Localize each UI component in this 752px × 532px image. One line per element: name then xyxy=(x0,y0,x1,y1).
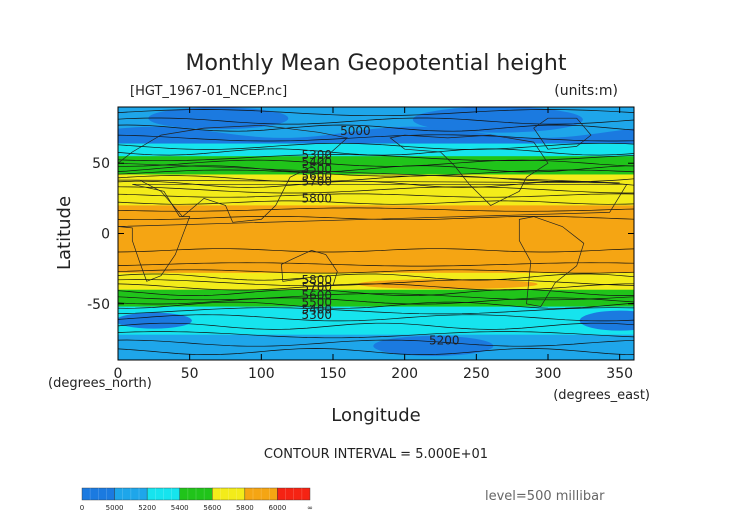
contour-line-19 xyxy=(118,269,634,274)
contour-label-5: 5700 xyxy=(301,174,332,188)
coastline-5 xyxy=(533,117,592,150)
contour-label-4: 5600 xyxy=(301,169,332,183)
x-tick-label-2: 100 xyxy=(248,366,275,382)
contour-line-10 xyxy=(118,175,634,183)
x-tick-label-6: 300 xyxy=(535,366,562,382)
x-tick-label-4: 200 xyxy=(391,366,418,382)
contour-label-2: 5400 xyxy=(301,155,332,169)
band-7 xyxy=(118,306,634,336)
contour-line-14 xyxy=(118,200,634,205)
contour-label-11: 5400 xyxy=(301,302,332,316)
plot-area xyxy=(118,107,634,360)
contour-line-22 xyxy=(118,283,634,291)
colorbar-label-7: ∞ xyxy=(307,504,313,512)
contour-line-12 xyxy=(118,186,634,194)
contour-label-1: 5300 xyxy=(301,148,332,162)
level-text: level=500 millibar xyxy=(485,489,605,504)
subtropical-ridge-south xyxy=(357,279,538,290)
contour-line-1 xyxy=(118,117,634,125)
y-tick-label-0: -50 xyxy=(87,297,110,313)
contour-line-28 xyxy=(118,314,634,322)
colorbar-label-5: 5800 xyxy=(236,504,254,512)
contour-line-2 xyxy=(118,124,634,132)
contour-label-13: 5200 xyxy=(429,333,460,347)
x-tick-label-7: 350 xyxy=(606,366,633,382)
colorbar-label-0: 0 xyxy=(80,504,84,512)
colorbar: 0 5000 5200 5400 5600 5800 6000 ∞ xyxy=(80,487,313,512)
north-low-west xyxy=(148,107,289,130)
contour-line-9 xyxy=(118,169,634,177)
x-axis-ticks: 0 50 100 150 200 250 300 350 xyxy=(114,107,633,382)
contour-line-32 xyxy=(118,348,634,355)
y-unit-label: (degrees_north) xyxy=(48,376,152,391)
contour-label-6: 5800 xyxy=(301,191,332,205)
y-tick-label-2: 50 xyxy=(92,156,110,172)
colorbar-label-4: 5600 xyxy=(203,504,221,512)
contour-line-17 xyxy=(118,248,634,253)
contour-line-26 xyxy=(118,301,634,309)
contour-line-3 xyxy=(118,134,634,142)
contour-line-25 xyxy=(118,297,634,305)
colorbar-label-2: 5200 xyxy=(138,504,156,512)
contour-label-10: 5500 xyxy=(301,295,332,309)
colorbar-label-6: 6000 xyxy=(269,504,287,512)
contour-line-20 xyxy=(118,273,634,281)
x-tick-label-5: 250 xyxy=(463,366,490,382)
contour-label-8: 5700 xyxy=(301,280,332,294)
contour-line-6 xyxy=(118,154,634,162)
contour-line-5 xyxy=(118,148,634,156)
file-label: [HGT_1967-01_NCEP.nc] xyxy=(130,84,287,99)
contour-label-12: 5300 xyxy=(301,308,332,322)
y-axis-label: Latitude xyxy=(54,196,75,270)
coastline-1 xyxy=(118,183,628,282)
x-tick-label-3: 150 xyxy=(320,366,347,382)
chart-title: Monthly Mean Geopotential height xyxy=(185,51,566,76)
contour-interval-text: CONTOUR INTERVAL = 5.000E+01 xyxy=(264,447,488,462)
x-tick-label-0: 0 xyxy=(114,366,123,382)
contour-label-0: 5000 xyxy=(340,124,371,138)
colorbar-swatch-6 xyxy=(277,487,311,501)
colorbar-label-1: 5000 xyxy=(106,504,124,512)
contour-line-15 xyxy=(118,207,634,212)
x-unit-label: (degrees_east) xyxy=(553,388,650,403)
contour-line-7 xyxy=(118,159,634,167)
colorbar-label-3: 5400 xyxy=(171,504,189,512)
coastline-3 xyxy=(389,134,549,206)
coastline-4 xyxy=(518,216,585,307)
x-tick-label-1: 50 xyxy=(181,366,199,382)
contour-line-4 xyxy=(118,142,634,150)
contour-label-7: 5800 xyxy=(301,273,332,287)
units-label: (units:m) xyxy=(554,83,618,99)
contour-label-9: 5600 xyxy=(301,288,332,302)
coastline-2 xyxy=(281,250,338,288)
north-low-east xyxy=(412,107,583,133)
south-low-center xyxy=(373,335,494,356)
contour-line-13 xyxy=(118,193,634,198)
coastlines xyxy=(118,117,628,307)
contour-labels: 5000530054005500560057005800580057005600… xyxy=(301,124,459,347)
contour-line-30 xyxy=(118,331,634,339)
contour-line-8 xyxy=(118,165,634,173)
contour-line-24 xyxy=(118,293,634,301)
coastline-0 xyxy=(118,124,620,223)
contour-label-3: 5500 xyxy=(301,162,332,176)
band-6 xyxy=(118,289,634,308)
contour-line-27 xyxy=(118,307,634,315)
band-1 xyxy=(118,143,634,157)
x-axis-label: Longitude xyxy=(331,405,421,426)
contour-line-18 xyxy=(118,262,634,267)
y-tick-label-1: 0 xyxy=(101,227,110,243)
y-axis-ticks: -50 0 50 xyxy=(87,156,634,313)
contour-line-31 xyxy=(118,339,634,347)
contour-line-23 xyxy=(118,289,634,296)
contour-line-29 xyxy=(118,322,634,330)
